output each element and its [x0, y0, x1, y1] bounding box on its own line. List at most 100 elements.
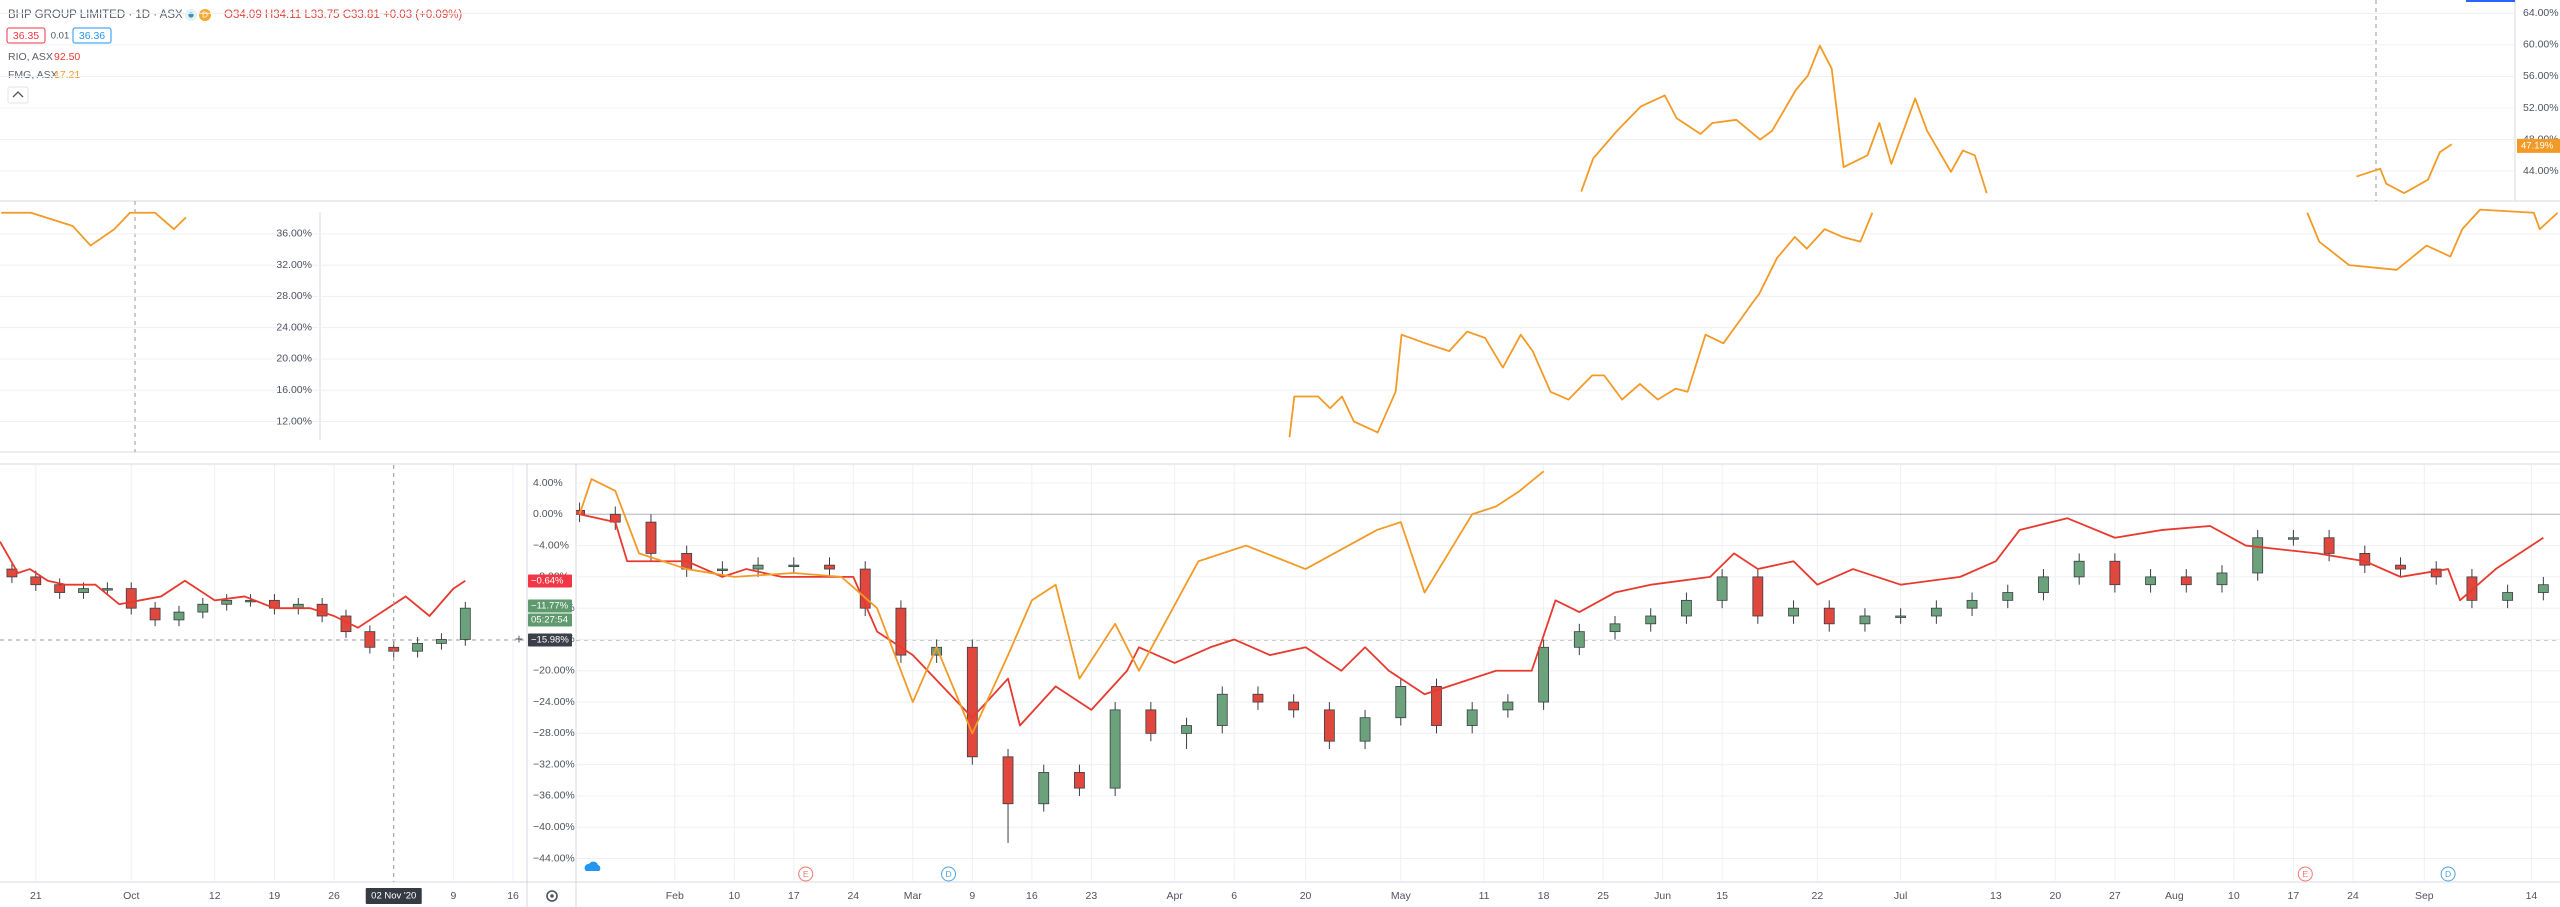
candle-body [412, 642, 423, 652]
x-tick-label: 24 [847, 890, 859, 902]
y-tick-label: −20.00% [533, 665, 575, 677]
candle-body [1038, 772, 1050, 805]
bid-box[interactable] [6, 27, 46, 44]
candle-body [2466, 576, 2478, 601]
y-tick-label: 20.00% [276, 353, 312, 365]
candle-body [1645, 615, 1657, 625]
x-tick-label: 23 [1085, 890, 1097, 902]
legend-value: 17.21 [54, 69, 80, 81]
y-tick-label: −40.00% [533, 821, 575, 833]
x-tick-label: 10 [2228, 890, 2240, 902]
y-tick-label: 36.00% [276, 228, 312, 240]
y-tick-label: −32.00% [533, 758, 575, 770]
candle-body [1288, 701, 1300, 711]
last-value-label: 47.19% [2521, 140, 2554, 151]
gear-hub [550, 894, 554, 898]
candle-body [1823, 607, 1835, 625]
ohlc-values: O34.09 H34.11 L33.75 C33.81 +0.03 (+0.09… [224, 9, 462, 21]
x-tick-label: 19 [269, 890, 281, 902]
y-tick-label: −24.00% [533, 696, 575, 708]
candle-body [2323, 537, 2335, 554]
event-label: E [2302, 869, 2308, 879]
y-tick-label: −44.00% [533, 852, 575, 864]
candle-body [1930, 607, 1942, 617]
pane [0, 208, 2560, 438]
event-marker [941, 866, 957, 882]
x-tick-label: 13 [1990, 890, 2002, 902]
candle-body [2002, 592, 2014, 601]
candle-body [149, 607, 161, 621]
candle-body [2288, 537, 2299, 540]
settings-button[interactable] [546, 890, 558, 902]
x-tick-label: 15 [1716, 890, 1728, 902]
candle-body [2038, 576, 2049, 593]
collapse-button[interactable] [7, 86, 29, 104]
candle-body [1216, 693, 1228, 726]
price-label-box [528, 599, 572, 613]
y-tick-label: 24.00% [276, 321, 312, 333]
event-label: E [803, 869, 809, 879]
crosshair-time-label: 02 Nov '20 [371, 891, 416, 902]
crosshair-time-box [365, 888, 422, 904]
candle-body [788, 564, 800, 568]
price-label-box [528, 633, 572, 647]
x-tick-label: 12 [209, 890, 221, 902]
x-tick-label: Feb [666, 890, 684, 902]
x-tick-label: 9 [969, 890, 975, 902]
y-tick-label: 56.00% [2523, 70, 2559, 82]
legend-name[interactable]: FMG, ASX [8, 69, 58, 81]
status-text: D [202, 11, 208, 20]
candle-body [752, 564, 764, 570]
symbol-title[interactable]: BHP GROUP LIMITED · 1D · ASX [8, 9, 183, 21]
candle-body [2395, 564, 2406, 570]
candle-body [1573, 631, 1585, 648]
event-marker [2440, 866, 2456, 882]
x-tick-label: 16 [507, 890, 519, 902]
x-tick-label: Aug [2165, 890, 2184, 902]
x-tick-label: Jun [1654, 890, 1671, 902]
candle-body [1359, 717, 1371, 742]
pane [576, 465, 2560, 882]
candle-body [1681, 599, 1692, 617]
candle-body [895, 607, 907, 656]
candle-body [1252, 693, 1264, 703]
candle-body [1145, 709, 1157, 734]
price-label: −0.64% [531, 576, 564, 587]
x-tick-label: Mar [904, 890, 923, 902]
y-tick-label: 0.00% [533, 508, 563, 520]
event-marker [2297, 866, 2313, 882]
y-tick-label: 28.00% [276, 290, 312, 302]
candle-body [1752, 576, 1764, 617]
candle-body [2180, 576, 2192, 586]
x-tick-label: 16 [1026, 890, 1038, 902]
x-tick-label: 10 [728, 890, 740, 902]
x-tick-label: 18 [1538, 890, 1550, 902]
candle-body [78, 588, 89, 593]
event-label: D [945, 869, 951, 879]
candle-body [824, 564, 835, 570]
candle-body [1323, 709, 1335, 742]
y-tick-label: −28.00% [533, 727, 575, 739]
ask-box[interactable] [72, 27, 112, 44]
series-line [579, 513, 2544, 727]
x-tick-label: 11 [1479, 890, 1490, 902]
legend-name[interactable]: RIO, ASX [8, 51, 53, 63]
candle-body [2252, 537, 2264, 574]
x-tick-label: 20 [1300, 890, 1312, 902]
candle-body [1538, 646, 1550, 703]
candle-body [1181, 725, 1192, 734]
candle-body [221, 599, 233, 605]
x-tick-label: May [1391, 890, 1412, 902]
x-tick-label: Sep [2415, 890, 2434, 902]
candle-body [2502, 592, 2514, 601]
x-tick-label: 22 [1811, 890, 1823, 902]
status-badge[interactable] [199, 9, 211, 21]
candle-body [966, 646, 978, 758]
spread: 0.01 [51, 31, 70, 42]
collapse-icon [12, 91, 24, 98]
y-tick-label: −36.00% [533, 790, 575, 802]
candle-body [859, 568, 871, 609]
y-tick-label: −4.00% [533, 539, 569, 551]
cloud-icon[interactable] [584, 861, 601, 871]
